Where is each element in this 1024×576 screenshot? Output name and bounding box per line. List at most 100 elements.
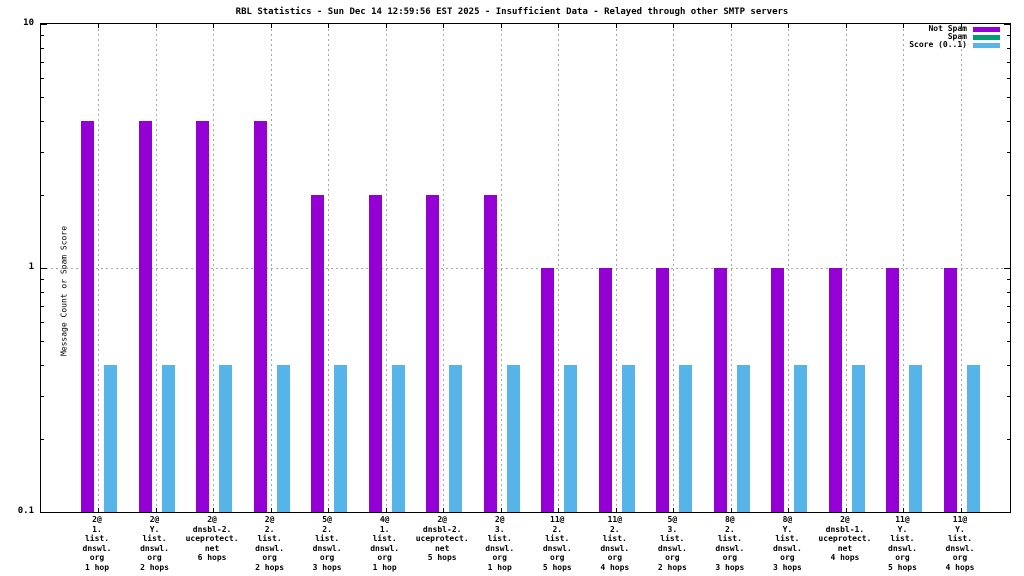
- y-tick-right: [1004, 268, 1010, 269]
- gridline-x: [270, 24, 272, 512]
- gridline-x: [845, 24, 847, 512]
- gridline-x: [903, 24, 905, 512]
- x-category-label: 2@ 2. list. dnswl. org 2 hops: [255, 515, 285, 572]
- legend-swatch-not-spam: [973, 26, 1000, 32]
- x-tick-top: [615, 24, 617, 28]
- x-tick-bottom: [845, 508, 847, 512]
- x-tick-bottom: [155, 508, 157, 512]
- y-tick-left: [41, 47, 44, 49]
- bar-score-0-1-: [276, 365, 290, 512]
- y-tick-right: [1007, 97, 1010, 99]
- y-tick-right: [1007, 78, 1010, 80]
- x-tick-top: [213, 24, 215, 28]
- x-category-label: 8@ Y. list. dnswl. org 3 hops: [772, 515, 802, 572]
- gridline-y1: [41, 268, 1010, 269]
- y-tick-right: [1007, 305, 1010, 307]
- legend-row: Not Spam: [928, 24, 1000, 33]
- gridline-x: [385, 24, 387, 512]
- gridline-x: [213, 24, 215, 512]
- x-category-label: 2@ 3. list. dnswl. org 1 hop: [485, 515, 515, 572]
- x-tick-top: [903, 24, 905, 28]
- bar-score-0-1-: [219, 365, 233, 512]
- bar-not-spam: [656, 268, 670, 512]
- x-tick-top: [328, 24, 330, 28]
- bar-not-spam: [368, 194, 382, 512]
- gridline-x: [558, 24, 560, 512]
- x-tick-bottom: [98, 508, 99, 512]
- y-tick-left: [41, 305, 44, 307]
- x-tick-bottom: [213, 508, 215, 512]
- y-tick-right: [1007, 194, 1010, 196]
- y-tick-right: [1004, 24, 1010, 25]
- x-tick-top: [961, 24, 962, 28]
- y-tick-right: [1007, 365, 1010, 367]
- y-tick-right: [1007, 291, 1010, 293]
- legend-label: Score (0..1): [909, 40, 967, 49]
- y-tick-left: [41, 341, 44, 343]
- bar-not-spam: [944, 268, 957, 512]
- x-tick-top: [155, 24, 157, 28]
- x-tick-top: [558, 24, 560, 28]
- x-tick-bottom: [270, 508, 272, 512]
- y-tick-right: [1007, 151, 1010, 153]
- bar-not-spam: [886, 268, 900, 512]
- y-tick-left: [41, 97, 44, 99]
- y-tick-right: [1007, 322, 1010, 324]
- bar-score-0-1-: [794, 365, 808, 512]
- legend-label: Not Spam: [928, 24, 967, 33]
- chart-title: RBL Statistics - Sun Dec 14 12:59:56 EST…: [235, 7, 789, 17]
- x-category-label: 2@ dnsbl-2. uceprotect. net 5 hops: [415, 515, 469, 562]
- bar-not-spam: [483, 194, 497, 512]
- bar-score-0-1-: [506, 365, 520, 512]
- y-tick-right: [1007, 121, 1010, 123]
- bar-score-0-1-: [679, 365, 693, 512]
- x-category-label: 11@ 2. list. dnswl. org 5 hops: [542, 515, 572, 572]
- x-tick-top: [443, 24, 445, 28]
- y-tick-label: 1: [28, 262, 34, 272]
- x-category-label: 8@ 2. list. dnswl. org 3 hops: [715, 515, 745, 572]
- bar-not-spam: [828, 268, 842, 512]
- x-category-label: 11@ Y. list. dnswl. org 4 hops: [945, 515, 975, 572]
- x-tick-top: [673, 24, 675, 28]
- x-category-label: 4@ 1. list. dnswl. org 1 hop: [370, 515, 400, 572]
- legend-swatch-score-0-1-: [973, 42, 1000, 48]
- y-tick-left: [41, 194, 44, 196]
- bar-score-0-1-: [449, 365, 463, 512]
- gridline-x: [961, 24, 962, 512]
- bar-score-0-1-: [851, 365, 865, 512]
- y-tick-left: [41, 61, 44, 63]
- gridline-x: [788, 24, 790, 512]
- x-category-label: 2@ dnsbl-1. uceprotect. net 4 hops: [818, 515, 872, 562]
- x-category-label: 5@ 3. list. dnswl. org 2 hops: [657, 515, 687, 572]
- bar-not-spam: [311, 194, 325, 512]
- x-tick-top: [730, 24, 732, 28]
- y-tick-right: [1007, 395, 1010, 397]
- x-category-label: 2@ 1. list. dnswl. org 1 hop: [82, 515, 112, 572]
- y-tick-left: [41, 438, 44, 440]
- y-axis-label: Message Count or Spam Score: [59, 225, 69, 357]
- x-category-label: 5@ 2. list. dnswl. org 3 hops: [312, 515, 342, 572]
- gridline-x: [500, 24, 502, 512]
- x-category-label: 11@ Y. list. dnswl. org 5 hops: [888, 515, 917, 572]
- y-tick-label: 10: [23, 18, 34, 28]
- bar-score-0-1-: [104, 365, 117, 512]
- bar-not-spam: [713, 268, 727, 512]
- legend-swatch-spam: [973, 34, 1000, 40]
- bar-score-0-1-: [736, 365, 750, 512]
- gridline-x: [615, 24, 617, 512]
- y-tick-right: [1007, 438, 1010, 440]
- x-tick-bottom: [903, 508, 905, 512]
- x-category-label: 11@ 2. list. dnswl. org 4 hops: [600, 515, 630, 572]
- x-tick-bottom: [558, 508, 560, 512]
- y-tick-left: [41, 395, 44, 397]
- y-tick-left: [41, 35, 44, 37]
- x-tick-top: [98, 24, 99, 28]
- y-tick-left: [41, 121, 44, 123]
- x-tick-bottom: [730, 508, 732, 512]
- bar-not-spam: [426, 194, 440, 512]
- y-tick-left: [41, 151, 44, 153]
- plot-area: Message Count or Spam Score: [40, 23, 1011, 513]
- bar-not-spam: [771, 268, 785, 512]
- bar-score-0-1-: [334, 365, 348, 512]
